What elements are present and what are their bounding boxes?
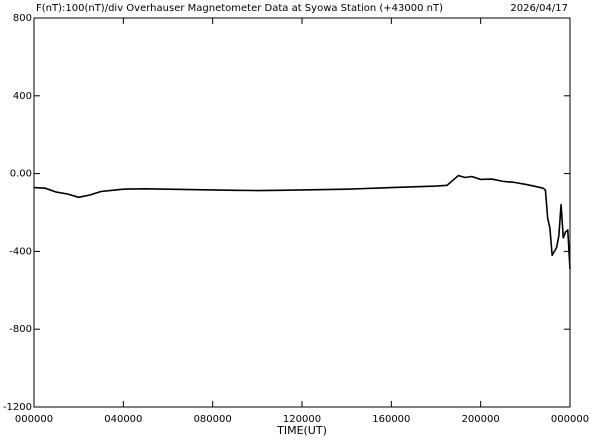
- x-tick-label: 200000: [462, 414, 500, 425]
- x-axis-label: TIME(UT): [276, 424, 327, 437]
- x-tick-label: 080000: [194, 414, 232, 425]
- y-tick-label: 400: [13, 91, 32, 102]
- x-tick-label: 040000: [104, 414, 142, 425]
- y-tick-label: 800: [13, 13, 32, 24]
- y-tick-label: 0.00: [10, 169, 32, 180]
- plot-frame: [33, 17, 571, 408]
- y-tick-label: -800: [9, 324, 32, 335]
- chart-date: 2026/04/17: [510, 3, 568, 14]
- chart-title: F(nT):100(nT)/div Overhauser Magnetomete…: [36, 3, 443, 14]
- x-tick-label: 120000: [283, 414, 321, 425]
- y-tick-label: -1200: [3, 402, 32, 413]
- y-tick-label: -400: [9, 246, 32, 257]
- x-tick-label: 000000: [551, 414, 589, 425]
- data-line: [33, 174, 571, 269]
- x-tick-label: 160000: [372, 414, 410, 425]
- x-tick-label: 000000: [15, 414, 53, 425]
